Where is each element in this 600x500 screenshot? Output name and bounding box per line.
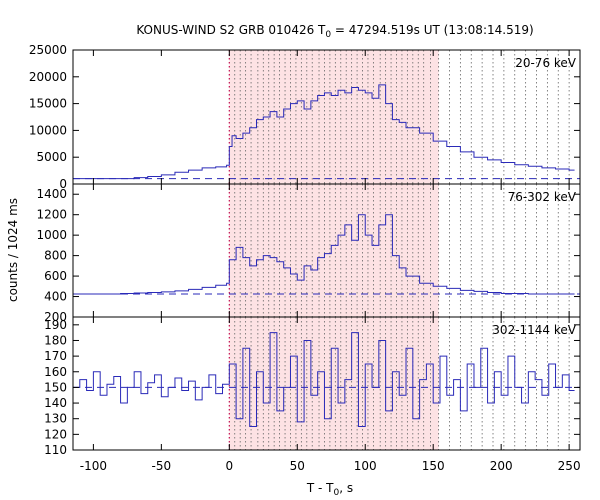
y-tick-label: 200 <box>44 310 67 324</box>
energy-band-label: 302-1144 keV <box>492 323 576 337</box>
energy-band-label: 76-302 keV <box>508 190 577 204</box>
x-tick-label: 50 <box>290 459 305 473</box>
y-tick-label: 160 <box>44 365 67 379</box>
chart-title-prefix: KONUS-WIND S2 GRB 010426 T <box>136 23 326 37</box>
x-tick-label: 150 <box>422 459 445 473</box>
x-axis-label-subscript: 0 <box>334 488 340 498</box>
y-tick-label: 190 <box>44 318 67 332</box>
lightcurve-series <box>73 84 575 180</box>
x-axis-label-suffix: , s <box>339 481 353 495</box>
y-tick-label: 120 <box>44 427 67 441</box>
x-tick-label: 250 <box>558 459 581 473</box>
y-tick-label: 130 <box>44 412 67 426</box>
chart-title-subscript: 0 <box>325 30 331 40</box>
lightcurve-series <box>73 214 575 295</box>
chart-panels: -100 -50 0 50 100 150 200 250 0 5000 10000 15000 200… <box>29 43 581 473</box>
shaded-interval <box>229 184 439 317</box>
y-tick-label: 170 <box>44 349 67 363</box>
x-axis-label: T - T0, s <box>306 481 353 498</box>
y-tick-label: 20000 <box>29 70 67 84</box>
y-tick-label: 800 <box>44 249 67 263</box>
y-tick-label: 110 <box>44 443 67 457</box>
lightcurve-series <box>73 332 575 428</box>
x-tick-label: -100 <box>80 459 107 473</box>
y-tick-label: 25000 <box>29 43 67 57</box>
y-tick-label: 5000 <box>36 150 67 164</box>
x-tick-label: 100 <box>354 459 377 473</box>
y-tick-label: 180 <box>44 333 67 347</box>
y-tick-label: 1000 <box>36 228 67 242</box>
y-tick-label: 1400 <box>36 187 67 201</box>
y-tick-label: 140 <box>44 396 67 410</box>
x-tick-label: -50 <box>152 459 172 473</box>
energy-band-label: 20-76 keV <box>515 56 577 70</box>
panel-1: 0 5000 10000 15000 20000 25000 20-76 keV <box>29 43 581 191</box>
x-tick-label: 200 <box>490 459 513 473</box>
x-tick-label: 0 <box>225 459 233 473</box>
panel-2: 200 400 600 800 1000 1200 1400 76-302 keV <box>36 183 581 324</box>
chart-title-suffix: = 47294.519s UT (13:08:14.519) <box>331 23 534 37</box>
y-tick-label: 150 <box>44 380 67 394</box>
y-tick-label: 600 <box>44 269 67 283</box>
y-tick-label: 0 <box>59 177 67 191</box>
x-axis-label-prefix: T - T <box>306 481 334 495</box>
y-tick-label: 400 <box>44 290 67 304</box>
y-axis-label: counts / 1024 ms <box>6 198 20 302</box>
y-tick-label: 1200 <box>36 208 67 222</box>
panel-frame <box>72 316 581 451</box>
y-tick-label: 10000 <box>29 123 67 137</box>
chart-title: KONUS-WIND S2 GRB 010426 T0 = 47294.519s… <box>136 23 533 40</box>
y-tick-label: 15000 <box>29 97 67 111</box>
shaded-interval <box>229 317 439 450</box>
